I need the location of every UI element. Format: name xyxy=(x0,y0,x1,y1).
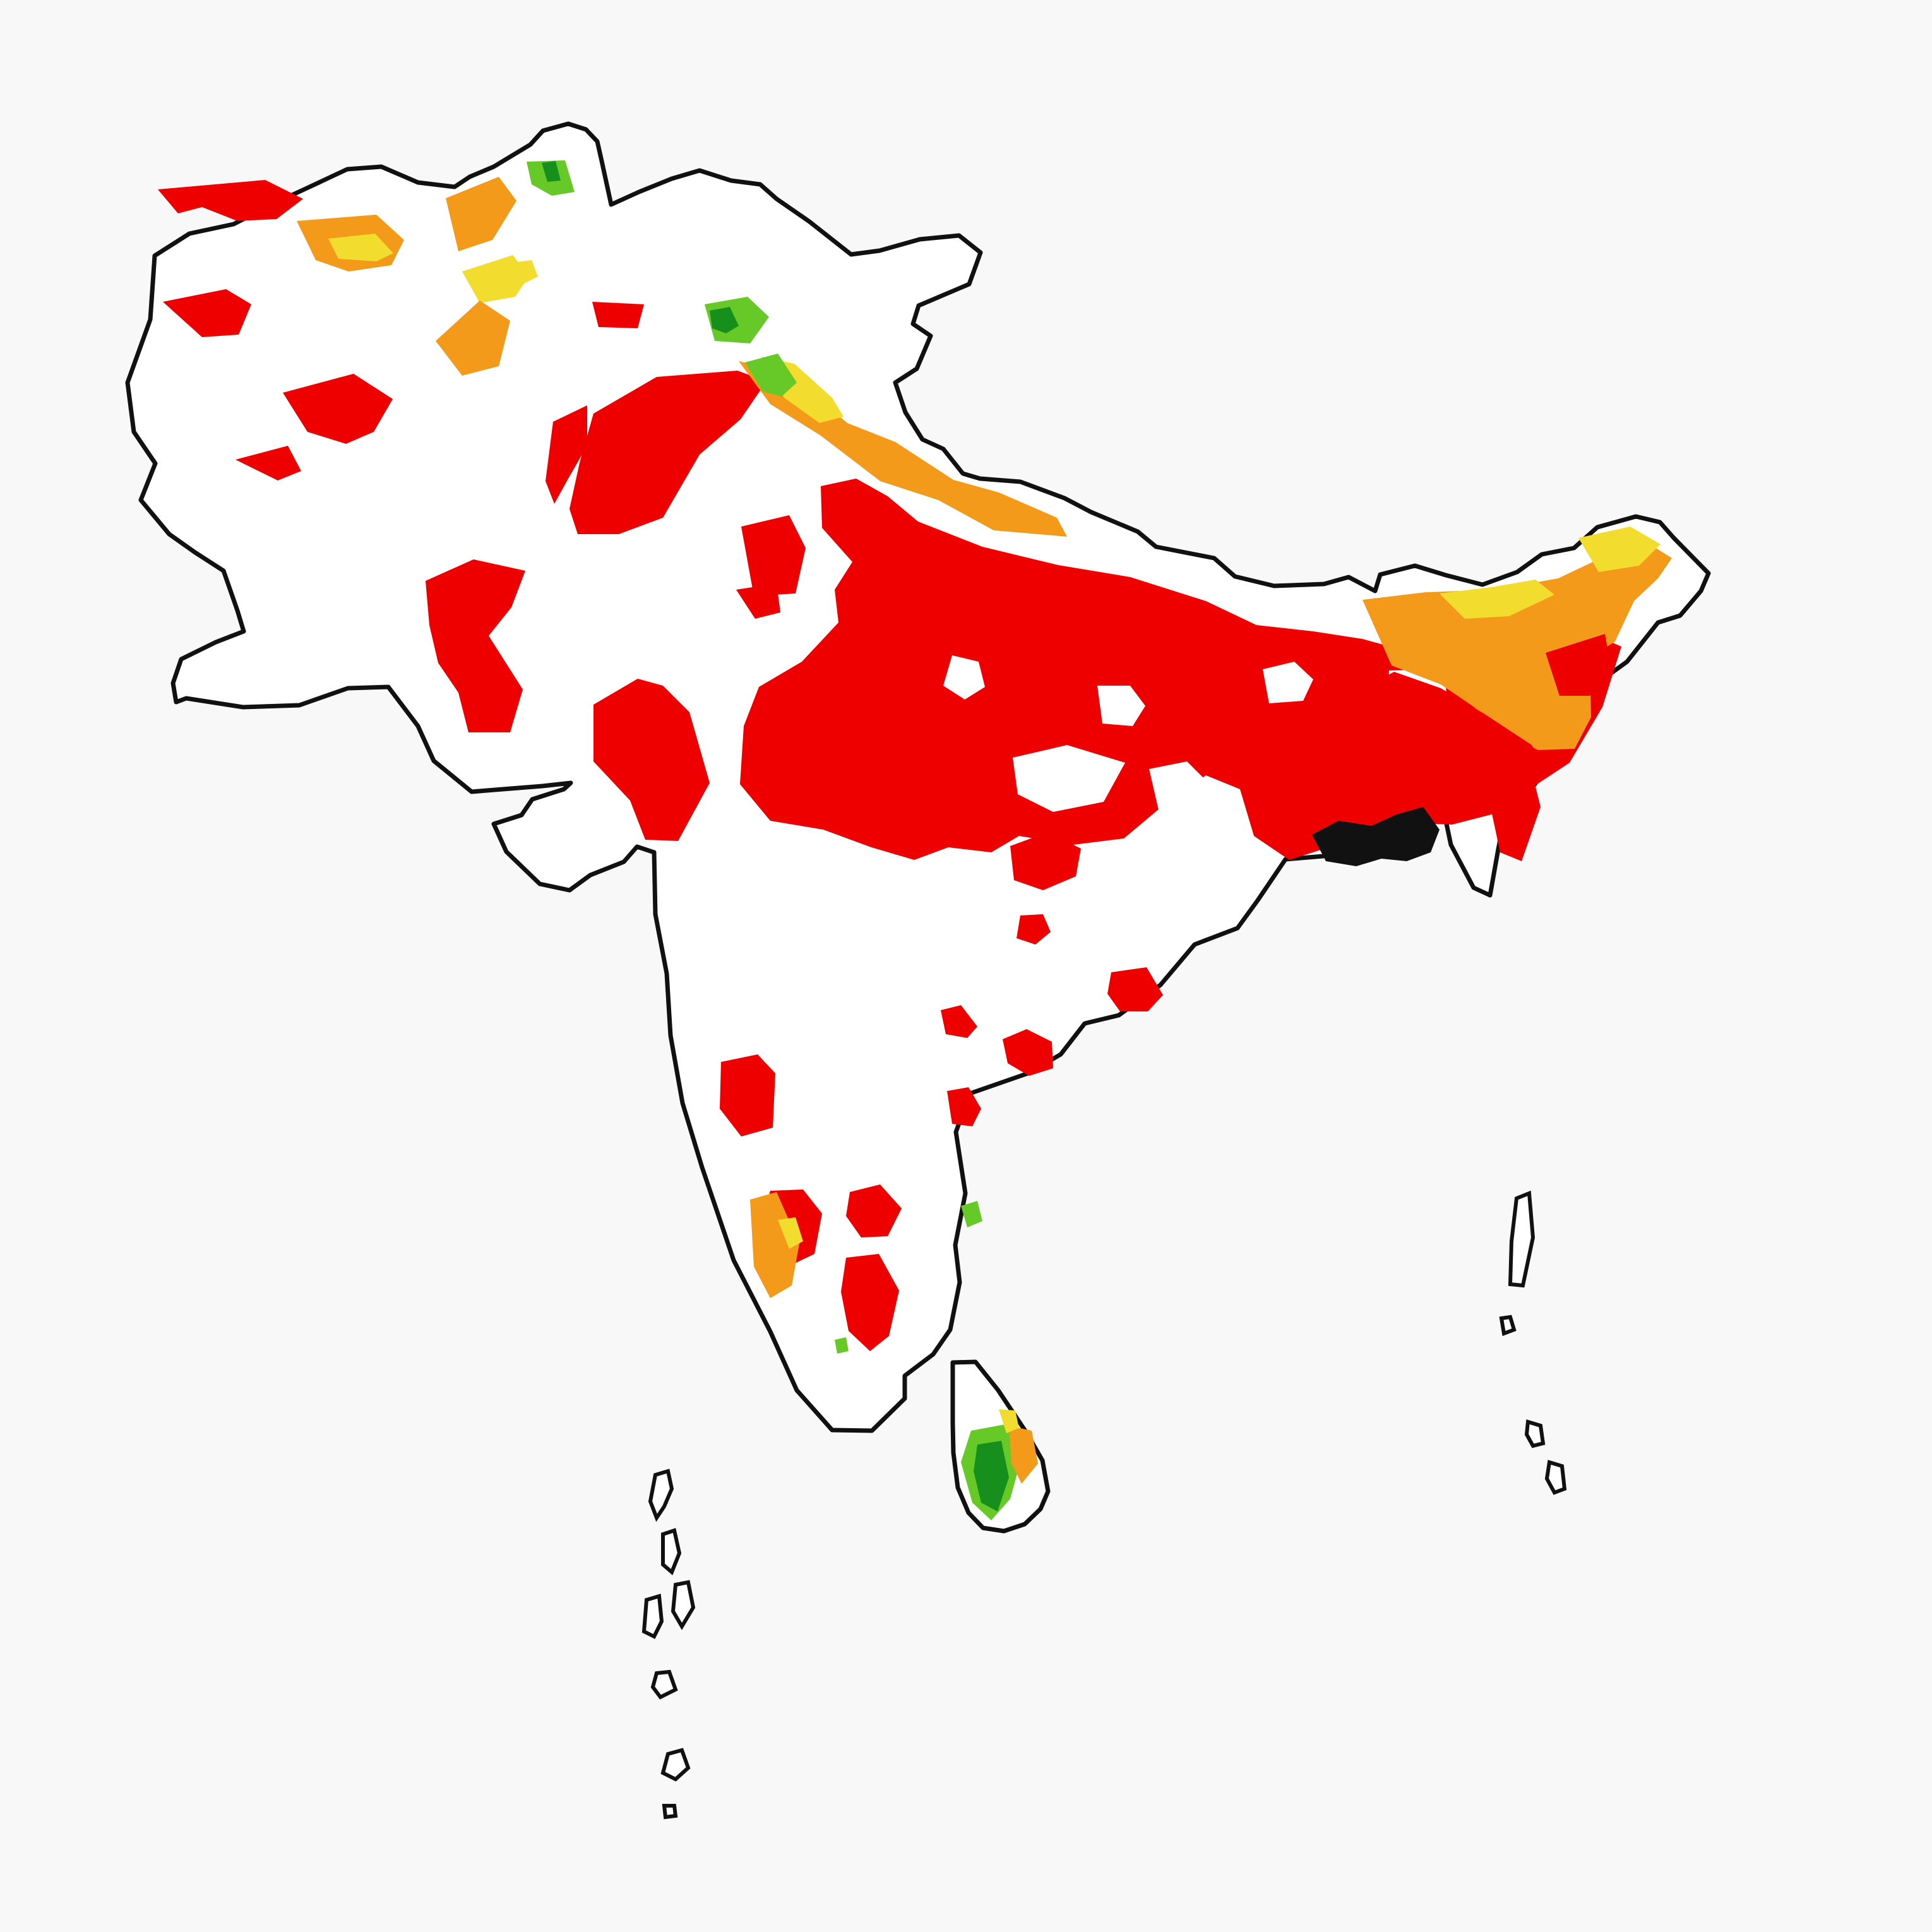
northeast-red-zone xyxy=(1491,761,1541,861)
central-plain-white-gap xyxy=(1097,686,1145,726)
northwest-red-patch xyxy=(158,180,303,221)
peninsula-red-patch xyxy=(947,1087,981,1126)
island-outline xyxy=(1544,1460,1567,1495)
northeast-orange-belt xyxy=(1363,543,1672,750)
island-outline xyxy=(1508,1190,1535,1288)
peninsula-red-patch xyxy=(1017,914,1051,945)
peninsula-red-patch xyxy=(846,1184,902,1237)
himalayan-green-patch xyxy=(705,297,769,343)
island-outline xyxy=(1524,1419,1546,1448)
northwest-red-patch xyxy=(163,289,251,337)
peninsula-green-patch xyxy=(961,1201,982,1227)
northeast-red-zone xyxy=(1546,634,1611,696)
indus-red-zone xyxy=(569,371,766,534)
peninsula-red-patch xyxy=(1003,1029,1053,1076)
northwest-green-patch xyxy=(542,161,561,182)
indus-red-zone xyxy=(546,405,587,504)
island-outline xyxy=(648,1469,674,1522)
peninsula-red-patch xyxy=(720,1054,775,1136)
northeast-red-zone xyxy=(1352,672,1546,802)
central-plain-white-gap xyxy=(1149,761,1212,818)
himalayan-dark-green-patch xyxy=(710,307,739,333)
northwest-yellow-patch xyxy=(492,260,538,289)
bengal-delta-dark xyxy=(1312,807,1440,866)
western-red-zone xyxy=(593,679,710,841)
northwest-orange-patch xyxy=(446,177,516,251)
peninsula-red-patch xyxy=(841,1254,899,1351)
island-outline xyxy=(661,1528,682,1576)
peninsula-red-patch xyxy=(1107,967,1163,1011)
northwest-red-patch xyxy=(283,374,393,444)
island-outline xyxy=(662,1804,678,1820)
peninsula-red-patch xyxy=(1010,832,1081,890)
raster-fill-layer xyxy=(158,160,1672,1520)
sri-lanka-dark-green-patch xyxy=(974,1441,1009,1512)
northern-plain-red-patch xyxy=(736,583,780,619)
island-outline xyxy=(671,1580,696,1630)
central-plain-white-gap xyxy=(1013,745,1125,812)
northeast-yellow-belt xyxy=(1440,580,1554,619)
peninsula-green-patch xyxy=(835,1337,849,1354)
sri-lanka-yellow-patch xyxy=(999,1409,1019,1433)
northwest-red-patch xyxy=(236,446,301,480)
peninsula-red-patch xyxy=(941,1005,977,1038)
central-plain-white-gap xyxy=(1263,662,1313,703)
northwest-yellow-patch xyxy=(328,234,393,261)
island-outline xyxy=(650,1669,678,1700)
sri-lanka-orange-patch xyxy=(1009,1426,1038,1484)
maldives-islands xyxy=(641,1469,696,1820)
central-plain-white-gap xyxy=(943,655,985,700)
island-outline xyxy=(641,1594,664,1640)
northwest-red-patch xyxy=(592,302,644,328)
island-outline xyxy=(660,1748,691,1782)
northwest-orange-patch xyxy=(436,301,510,376)
andaman-islands xyxy=(1499,1190,1567,1495)
northern-plain-red-patch xyxy=(741,515,806,596)
island-outline xyxy=(1499,1315,1517,1337)
himalayan-green-patch xyxy=(745,354,797,397)
northeast-yellow-belt xyxy=(1578,527,1661,572)
thar-red-zone xyxy=(426,559,525,732)
peninsula-yellow-patch xyxy=(778,1217,803,1249)
